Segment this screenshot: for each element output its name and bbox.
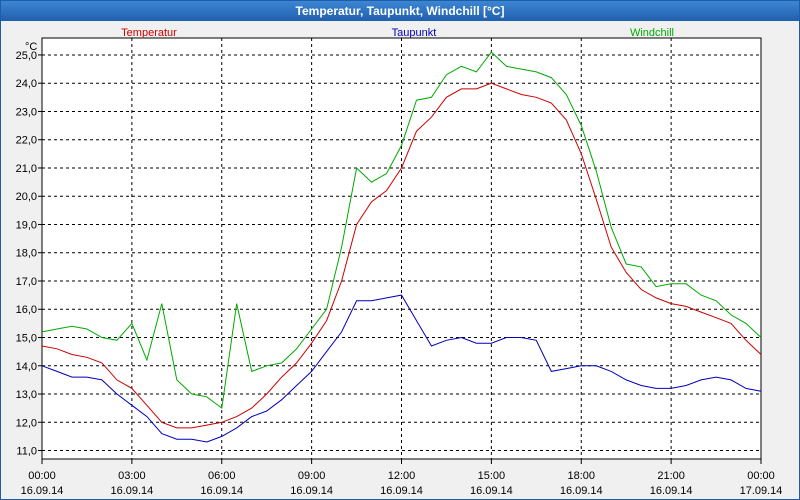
window-title: Temperatur, Taupunkt, Windchill [°C] <box>1 1 799 21</box>
x-tick-date: 16.09.14 <box>21 485 64 497</box>
y-tick-label: 18,0 <box>16 248 37 260</box>
y-tick-label: 24,0 <box>16 78 37 90</box>
x-tick-date: 16.09.14 <box>110 485 153 497</box>
y-tick-label: 16,0 <box>16 304 37 316</box>
series-line-temperatur <box>41 82 762 429</box>
x-tick-time: 06:00 <box>208 470 236 482</box>
legend-taupunkt: Taupunkt <box>392 27 437 39</box>
x-tick-date: 16.09.14 <box>470 485 513 497</box>
x-tick-time: 03:00 <box>118 470 146 482</box>
y-tick-label: 17,0 <box>16 276 37 288</box>
x-tick-date: 17.09.14 <box>740 485 783 497</box>
x-tick-time: 15:00 <box>478 470 506 482</box>
y-tick-label: 13,0 <box>16 389 37 401</box>
y-tick-label: 22,0 <box>16 135 37 147</box>
x-tick-date: 16.09.14 <box>290 485 333 497</box>
y-tick-label: 15,0 <box>16 333 37 345</box>
series-line-windchill <box>41 51 762 410</box>
y-tick-label: 11,0 <box>16 446 37 458</box>
line-chart: 11,0 12,0 13,0 14,0 15,0 16,0 17,0 18,0 19,0 20,0… <box>16 27 783 497</box>
y-axis-unit: °C <box>25 41 37 53</box>
y-tick-label: 23,0 <box>16 106 37 118</box>
y-tick-label: 25,0 <box>16 50 37 62</box>
x-tick-date: 16.09.14 <box>200 485 243 497</box>
legend-temperatur: Temperatur <box>121 27 177 39</box>
y-tick-label: 20,0 <box>16 191 37 203</box>
x-tick-time: 00:00 <box>747 470 775 482</box>
series-line-taupunkt <box>41 294 762 443</box>
x-tick-time: 09:00 <box>298 470 326 482</box>
x-tick-time: 00:00 <box>28 470 56 482</box>
x-tick-date: 16.09.14 <box>650 485 693 497</box>
x-tick-date: 16.09.14 <box>560 485 603 497</box>
y-tick-label: 12,0 <box>16 417 37 429</box>
y-tick-label: 14,0 <box>16 361 37 373</box>
x-tick-time: 21:00 <box>657 470 685 482</box>
x-tick-date: 16.09.14 <box>380 485 423 497</box>
legend-windchill: Windchill <box>630 27 674 39</box>
y-tick-label: 19,0 <box>16 219 37 231</box>
y-tick-label: 21,0 <box>16 163 37 175</box>
x-tick-time: 18:00 <box>567 470 595 482</box>
x-tick-time: 12:00 <box>388 470 416 482</box>
